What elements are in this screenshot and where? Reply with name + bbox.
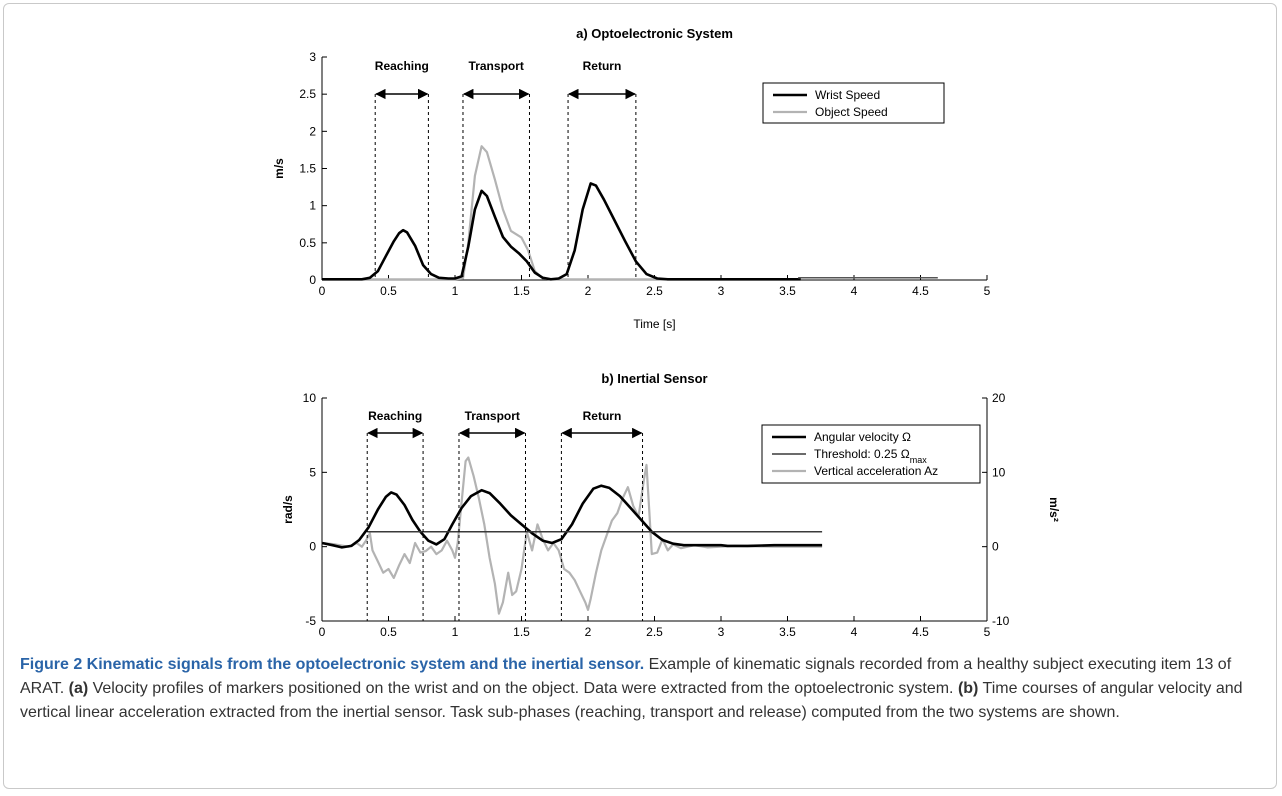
chart-title: a) Optoelectronic System	[576, 26, 733, 41]
x-tick-label: 2.5	[646, 625, 663, 639]
series-line-angular	[321, 484, 823, 549]
y2-tick-label: 10	[992, 465, 1006, 479]
y-tick-label: -5	[305, 614, 316, 628]
y-tick-label: 0.5	[299, 236, 316, 250]
x-tick-label: 4	[851, 625, 858, 639]
y-tick-label: 5	[309, 465, 316, 479]
legend-label: Angular velocity Ω	[814, 430, 911, 444]
figure-caption: Figure 2 Kinematic signals from the opto…	[20, 653, 1265, 725]
figure-charts: a) Optoelectronic System 0 0.5 1 1.5 2 2.5 3 3.5…	[272, 26, 1061, 639]
y-tick-label: 0	[309, 540, 316, 554]
x-tick-label: 2	[585, 625, 592, 639]
caption-title: Figure 2 Kinematic signals from the opto…	[20, 656, 645, 673]
phase-label: Reaching	[375, 59, 429, 73]
y-tick-label: 1	[309, 199, 316, 213]
legend-label: Wrist Speed	[815, 88, 880, 102]
x-tick-label: 0.5	[380, 625, 397, 639]
y-axis-label: m/s	[272, 158, 286, 179]
y-tick-label: 2.5	[299, 87, 316, 101]
caption-tag-a: (a)	[68, 680, 89, 697]
chart-a: a) Optoelectronic System 0 0.5 1 1.5 2 2.5 3 3.5…	[272, 26, 991, 331]
y2-axis-label: m/s²	[1047, 497, 1061, 522]
x-tick-label: 5	[984, 625, 991, 639]
x-tick-label: 4.5	[912, 284, 929, 298]
y-axis-label: rad/s	[281, 495, 295, 524]
x-tick-label: 2	[585, 284, 592, 298]
x-tick-label: 3.5	[779, 625, 796, 639]
x-tick-label: 3.5	[779, 284, 796, 298]
phase-label: Return	[583, 59, 622, 73]
y-tick-label: 2	[309, 124, 316, 138]
x-tick-label: 2.5	[646, 284, 663, 298]
y-tick-label: 1.5	[299, 162, 316, 176]
chart-title: b) Inertial Sensor	[601, 371, 707, 386]
series-line-vertical	[321, 456, 823, 615]
x-tick-label: 0.5	[380, 284, 397, 298]
legend-label: Vertical acceleration Az	[814, 464, 938, 478]
y-tick-label: 10	[303, 391, 317, 405]
y-tick-label: 0	[309, 273, 316, 287]
y2-tick-label: 20	[992, 391, 1006, 405]
caption-text-2: Velocity profiles of markers positioned …	[88, 680, 958, 697]
caption-tag-b: (b)	[957, 680, 979, 697]
x-tick-label: 3	[718, 284, 725, 298]
y-tick-label: 3	[309, 50, 316, 64]
y2-tick-label: 0	[992, 540, 999, 554]
series-line-object	[322, 145, 801, 281]
x-tick-label: 0	[319, 284, 326, 298]
x-tick-label: 1.5	[513, 284, 530, 298]
x-tick-label: 5	[984, 284, 991, 298]
x-tick-label: 1	[452, 284, 459, 298]
caption-text-1: Example of kinematic signals recorded fr…	[20, 656, 1232, 697]
phase-label: Transport	[469, 59, 524, 73]
x-axis-label: Time [s]	[633, 317, 675, 331]
phase-label: Transport	[465, 409, 520, 423]
phase-label: Return	[583, 409, 622, 423]
legend-label: Threshold: 0.25 Ωmax	[814, 447, 927, 465]
x-tick-label: 4.5	[912, 625, 929, 639]
phase-label: Reaching	[368, 409, 422, 423]
x-tick-label: 4	[851, 284, 858, 298]
x-tick-label: 1.5	[513, 625, 530, 639]
legend-label: Object Speed	[815, 105, 888, 119]
y2-tick-label: -10	[992, 614, 1010, 628]
x-tick-label: 0	[319, 625, 326, 639]
legend-label-subscript: max	[910, 455, 928, 465]
x-tick-label: 3	[718, 625, 725, 639]
legend-box	[762, 82, 945, 124]
caption-text-3: Time courses of angular velocity and ver…	[20, 680, 1243, 721]
x-tick-label: 1	[452, 625, 459, 639]
series-line-wrist	[322, 182, 801, 281]
figure-frame	[3, 3, 1277, 789]
